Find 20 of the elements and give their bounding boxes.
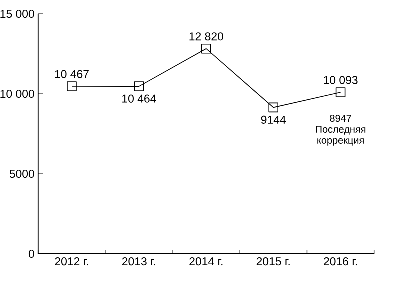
point (67, 82, 77, 92)
data-label: 12 820 (190, 32, 224, 41)
data-label: 10 464 (122, 94, 156, 103)
data-label: 10 467 (55, 70, 89, 78)
data-label: 10 093 (324, 76, 358, 84)
point (134, 82, 144, 92)
point (268, 102, 278, 113)
annotation: 8947 Последняя коррекция (316, 115, 366, 146)
data-label: 9144 (261, 116, 286, 124)
x-tick-label: 2016 г. (324, 258, 358, 266)
y-tick-label: 15 000 (0, 10, 34, 18)
x-tick-label: 2013 г. (122, 258, 156, 266)
x-tick-label: 2014 г. (190, 258, 223, 266)
point (336, 88, 346, 98)
point (202, 44, 212, 54)
x-tick-label: 2012 г. (55, 258, 88, 266)
y-tick-label: 0 (28, 250, 34, 258)
y-tick-label: 10 000 (0, 90, 34, 98)
y-tick-label: 5000 (10, 170, 34, 178)
x-tick-label: 2015 г. (256, 258, 290, 266)
